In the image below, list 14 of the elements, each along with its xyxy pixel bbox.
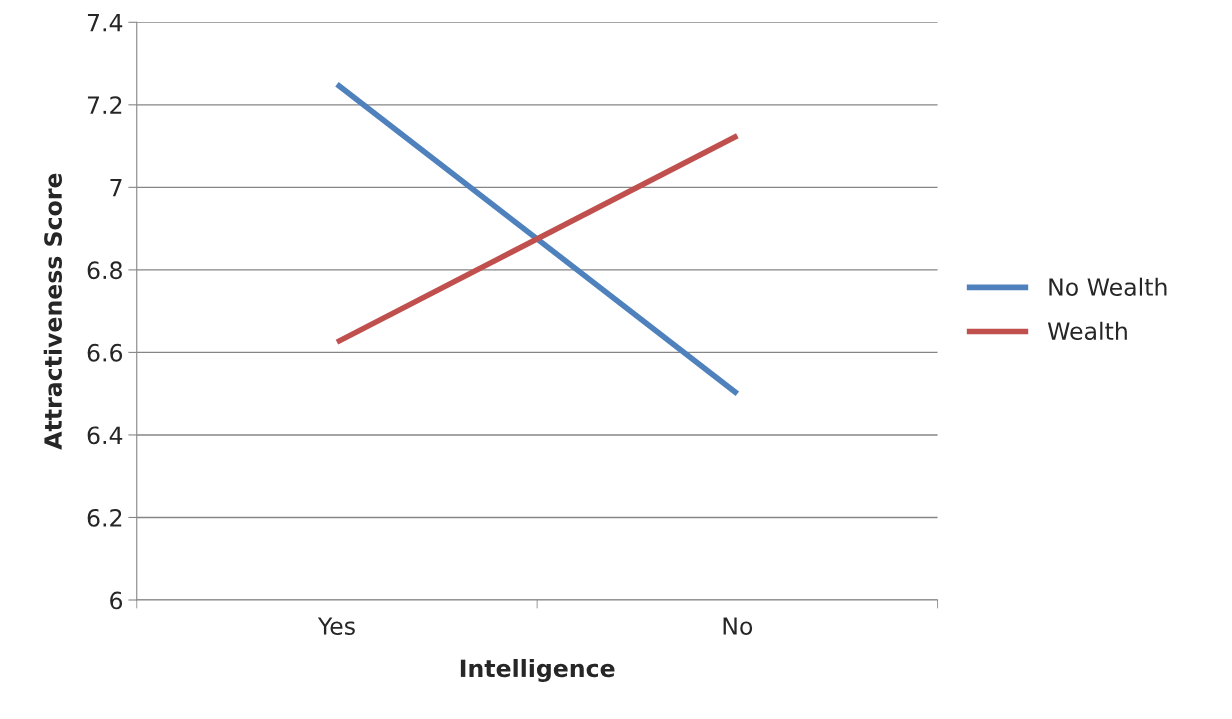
legend-label: No Wealth xyxy=(1049,277,1167,296)
y-tick-label: 7.4 xyxy=(87,14,123,32)
x-tick-label: Yes xyxy=(317,617,355,635)
y-tick-label: 6.6 xyxy=(87,343,123,362)
y-axis-title: Attractiveness Score xyxy=(43,173,62,450)
legend-label: Wealth xyxy=(1047,321,1127,341)
x-axis-title: Intelligence xyxy=(460,658,615,682)
y-tick-label: 6.8 xyxy=(87,261,122,280)
y-tick-label: 6.2 xyxy=(87,508,122,527)
y-tick-label: 6.4 xyxy=(87,426,123,445)
y-tick-label: 7.2 xyxy=(87,96,122,114)
y-tick-label: 6 xyxy=(110,591,123,610)
x-tick-label: No xyxy=(723,617,753,635)
y-tick-label: 7 xyxy=(110,179,122,197)
